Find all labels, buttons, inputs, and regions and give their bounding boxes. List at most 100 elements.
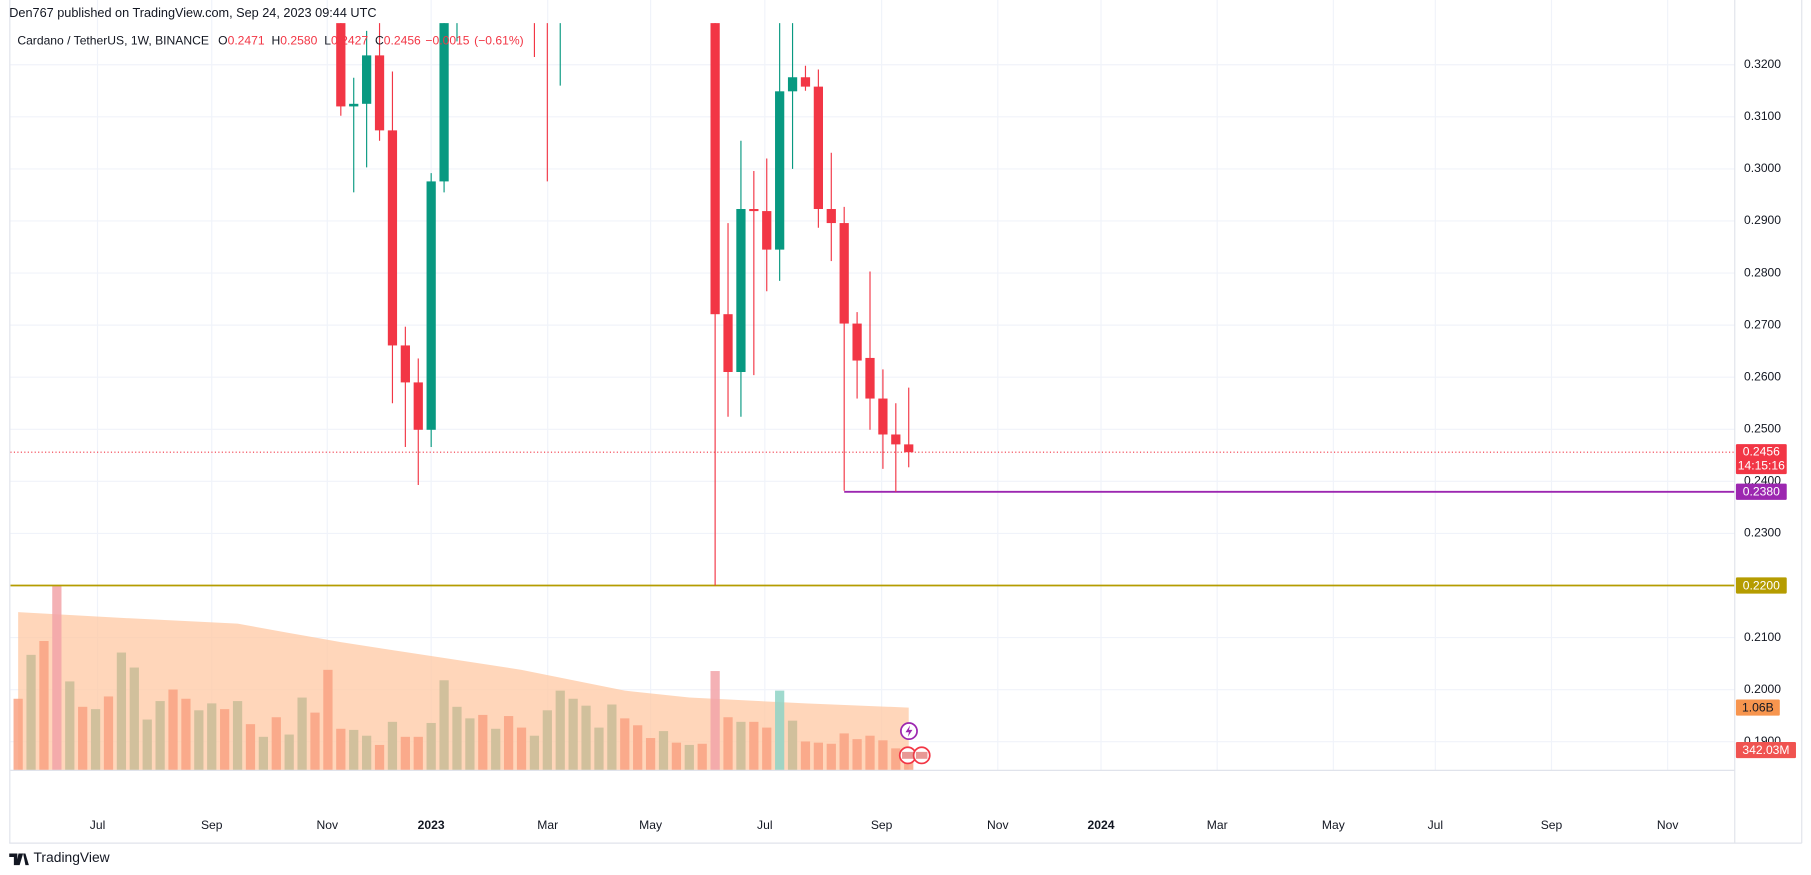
x-tick-label: Mar <box>537 818 558 832</box>
volume-bar <box>452 706 462 771</box>
legend-key: O <box>218 34 227 48</box>
candle-body <box>387 130 398 346</box>
volume-ma-label-box <box>1735 699 1780 716</box>
volume-bar <box>129 667 139 771</box>
volume-bar <box>684 744 694 771</box>
volume-bar <box>813 742 823 771</box>
volume-bar <box>542 710 552 771</box>
volume-bar <box>220 709 230 771</box>
legend-value: 0.2427 <box>331 34 368 48</box>
y-tick-label: 0.2000 <box>1744 682 1781 696</box>
x-tick-label: 2023 <box>418 818 445 832</box>
candle-body <box>710 23 720 315</box>
volume-bar <box>439 680 449 771</box>
x-tick-label: Jul <box>757 818 772 832</box>
candle-body <box>891 434 901 445</box>
brand-logo <box>9 853 29 866</box>
volume-bar <box>413 736 423 771</box>
legend: Cardano / TetherUS, 1W, BINANCE O0.2471 H 0… <box>17 34 523 48</box>
lightning-icon <box>905 725 913 737</box>
volume-bar <box>775 690 785 771</box>
flag-icon <box>902 751 914 759</box>
volume-bar <box>529 735 540 771</box>
volume-bar <box>142 719 152 771</box>
candle-body <box>800 77 811 87</box>
volume-bar <box>749 721 759 771</box>
volume-bar <box>697 743 707 771</box>
volume-bar <box>878 740 888 771</box>
volume-bar <box>426 722 436 771</box>
volume-bar <box>155 701 165 771</box>
candle-body <box>362 55 372 104</box>
volume-bar <box>103 696 114 771</box>
volume-bar <box>400 736 410 771</box>
countdown-label: 14:15:16 <box>1738 458 1785 472</box>
x-tick-label: May <box>639 818 663 832</box>
candle-body <box>374 55 385 131</box>
volume-bar <box>516 727 527 771</box>
x-tick-label: Jul <box>90 818 105 832</box>
price-label: 0.2200 <box>1743 578 1780 592</box>
volume-bar <box>258 736 268 771</box>
legend-value: 0.2456 <box>384 34 421 48</box>
volume-bar <box>271 717 281 771</box>
volume-bar <box>736 721 746 771</box>
candle-body <box>439 23 449 182</box>
volume-bar <box>194 710 204 771</box>
volume-bar <box>478 714 488 771</box>
candle-body <box>852 323 862 361</box>
candle-body <box>749 209 759 212</box>
candle-body <box>736 209 746 372</box>
y-tick-label: 0.2800 <box>1744 265 1781 279</box>
volume-bar <box>555 690 565 771</box>
y-tick-label: 0.2600 <box>1744 369 1781 383</box>
legend-key: L <box>324 34 331 48</box>
volume-bar <box>374 744 385 771</box>
volume-bar <box>310 712 320 771</box>
labels: Jul Sep Nov 2023 Mar May Jul Sep Nov 2024 Mar May Ju… <box>90 57 1796 832</box>
volume-ma-label: 1.06B <box>1742 700 1774 714</box>
volume-bar <box>491 728 501 771</box>
axes <box>9 0 1803 844</box>
candle-body <box>723 314 733 372</box>
price-label-box <box>1735 483 1787 500</box>
legend-key: C <box>375 34 384 48</box>
volume-bar <box>503 716 514 771</box>
candle-body <box>775 91 785 250</box>
volume-bar <box>581 705 591 771</box>
volume-bar <box>633 725 643 771</box>
candle-body <box>787 77 798 92</box>
volume-bar <box>52 585 62 771</box>
volume-bar <box>207 703 217 771</box>
legend-value: 0.2471 <box>228 34 265 48</box>
volume-bar <box>116 652 127 771</box>
flag-icon <box>915 751 928 759</box>
candle-body <box>813 86 823 210</box>
volume-bar <box>39 641 49 771</box>
volume-bar <box>181 698 191 771</box>
x-tick-label: Sep <box>201 818 223 832</box>
volume-bar <box>78 706 88 771</box>
volume-bar <box>891 748 901 771</box>
x-tick-label: Mar <box>1207 818 1228 832</box>
legend-key: H <box>272 34 281 48</box>
volume-bar <box>168 689 178 771</box>
volume-bar <box>90 709 101 771</box>
x-tick-label: Nov <box>987 818 1009 832</box>
volume-bar <box>865 735 875 771</box>
x-tick-label: Nov <box>1657 818 1679 832</box>
candle-body <box>349 103 359 107</box>
volume-bar <box>852 739 862 771</box>
x-tick-label: Jul <box>1428 818 1443 832</box>
volume-bar <box>620 718 630 771</box>
volume-bar <box>800 741 811 771</box>
legend-symbol: Cardano / TetherUS, 1W, BINANCE <box>17 34 209 48</box>
volume-label-box <box>1735 742 1796 759</box>
y-tick-label: 0.2100 <box>1744 630 1781 644</box>
volume-label: 342.03M <box>1742 743 1789 757</box>
candle-body <box>904 444 914 453</box>
y-tick-label: 0.2700 <box>1744 317 1781 331</box>
volume-bar <box>568 698 578 771</box>
candle-body <box>413 382 423 430</box>
